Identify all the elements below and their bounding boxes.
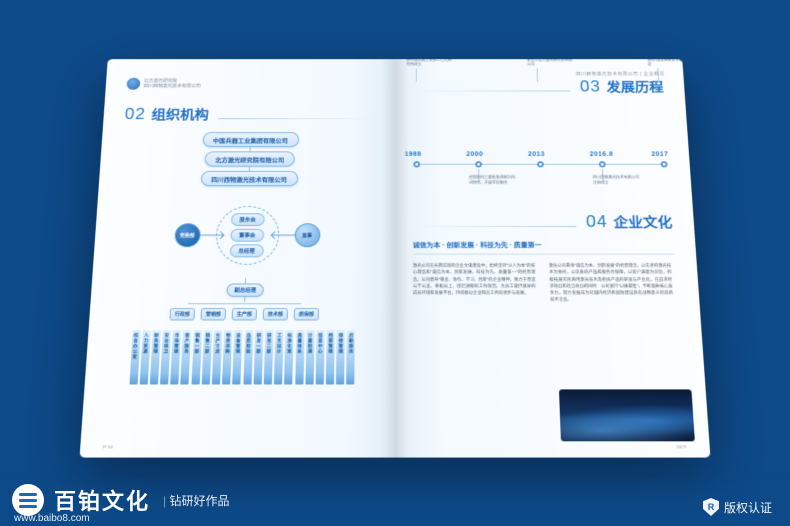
page-number: 03 P. xyxy=(677,444,688,449)
title-rule xyxy=(218,118,378,119)
vbar: 计量检测 xyxy=(305,330,314,384)
spine-shadow xyxy=(395,59,409,457)
slogan: 诚信为本 · 创新发展 · 科技为先 · 质量第一 xyxy=(413,241,675,255)
vbar: 保密管理 xyxy=(336,330,345,384)
timeline-desc: 原中国兵器工业第二〇九研究所成立 xyxy=(406,59,453,67)
body-col-1: 激光公司在长期实践的企业文化建设中，始终坚持"以人为本"的核心理念和"诚信为本、… xyxy=(413,262,536,303)
copyright-badge: 版权认证 xyxy=(703,498,772,516)
timeline-year: 2000 xyxy=(466,151,483,157)
sub-dept-bars: 综合办公室 人力资源 财务管理 安全保卫 市场营销 客户服务 销售一部 销售二部… xyxy=(129,330,355,384)
section-heading: 组织机构 xyxy=(151,105,209,123)
vbar: 标准化室 xyxy=(284,330,293,384)
section-heading: 发展历程 xyxy=(606,78,664,96)
vbar: 研发一部 xyxy=(253,330,263,384)
title-rule xyxy=(413,226,577,227)
timeline-desc: 经国防科工委批准改制为科研院所，开展军民融合 xyxy=(469,175,518,185)
org-box: 四川西物激光技术有限公司 xyxy=(200,171,297,186)
vbar: 安全保卫 xyxy=(160,330,171,384)
open-book: 北方激光研究院 四川西物激光技术有限公司 02 组织机构 中国兵器工业集团有限公… xyxy=(80,59,711,457)
section-number: 04 xyxy=(586,212,608,231)
dept-box: 生产部 xyxy=(232,308,257,320)
vbar: 品质检验 xyxy=(243,330,253,384)
wave-image xyxy=(559,389,695,441)
right-page: 四川西物激光技术有限公司 | 企业概况 03 发展历程 原中国兵器工业第二〇九研… xyxy=(395,59,710,457)
timeline-year: 2017 xyxy=(651,151,668,157)
vbar: 工艺设计 xyxy=(274,330,284,384)
title-rule xyxy=(412,91,571,92)
copyright-text: 版权认证 xyxy=(724,499,772,516)
org-pill: 股东会 xyxy=(230,213,264,226)
logo-text: 北方激光研究院 四川西物激光技术有限公司 xyxy=(144,79,201,89)
org-pill: 董事会 xyxy=(230,229,264,242)
dept-box: 行政部 xyxy=(169,308,195,320)
section-heading: 企业文化 xyxy=(613,212,673,231)
org-box: 北方激光研究院有限公司 xyxy=(204,151,295,166)
section-04-title: 04 企业文化 xyxy=(413,212,673,231)
brand-name: 百铂文化 xyxy=(54,484,150,516)
dept-box: 质保部 xyxy=(294,308,319,320)
org-circle-group: 党委部 监事 股东会 董事会 总经理 xyxy=(156,193,336,278)
dept-row: 行政部 营销部 生产部 技术部 质保部 xyxy=(169,308,319,320)
dept-box: 技术部 xyxy=(263,308,288,320)
brand-url: www.baibo8.com xyxy=(14,513,90,524)
body-columns: 激光公司在长期实践的企业文化建设中，始终坚持"以人为本"的核心理念和"诚信为本、… xyxy=(413,262,678,303)
vbar: 物资采购 xyxy=(222,330,232,384)
vbar: 销售一部 xyxy=(191,330,202,384)
brand-logo-icon xyxy=(12,484,44,516)
vbar: 信息中心 xyxy=(316,330,325,384)
watermark-bar: 百铂文化 钻研好作品 www.baibo8.com 版权认证 xyxy=(0,474,790,526)
vbar: 生产计划 xyxy=(212,330,222,384)
timeline: 原中国兵器工业第二〇九研究所成立 1988 经国防科工委批准改制为科研院所，开展… xyxy=(412,120,671,200)
timeline-year: 1988 xyxy=(405,151,422,157)
timeline-dot-icon xyxy=(661,161,668,167)
org-circle: 党委部 xyxy=(174,223,201,247)
running-header: 四川西物激光技术有限公司 | 企业概况 xyxy=(576,71,665,77)
logo-icon xyxy=(126,78,140,90)
timeline-dot-icon xyxy=(475,161,482,167)
vbar: 财务管理 xyxy=(150,330,161,384)
timeline-stem xyxy=(537,68,538,82)
vbar: 质量体系 xyxy=(295,330,304,384)
section-02-title: 02 组织机构 xyxy=(124,105,378,123)
timeline-year: 2013 xyxy=(528,151,545,157)
timeline-dot-icon xyxy=(413,161,420,167)
vbar: 研发二部 xyxy=(264,330,274,384)
left-page: 北方激光研究院 四川西物激光技术有限公司 02 组织机构 中国兵器工业集团有限公… xyxy=(80,59,395,457)
timeline-desc: 更名为北方激光研究院有限公司 xyxy=(527,59,574,67)
body-col-2: 激光公司秉承"诚信为本、创新发展"的经营理念，以先进的激光技术为依托，以优质的产… xyxy=(549,262,678,303)
vbar: 人力资源 xyxy=(139,330,150,384)
vbar: 档案管理 xyxy=(326,330,335,384)
vbar: 后勤服务 xyxy=(347,330,356,384)
timeline-desc: 获得"国家高新技术企业"认定 xyxy=(647,59,695,67)
vbar: 市场营销 xyxy=(170,330,181,384)
timeline-dot-icon xyxy=(537,161,544,167)
section-number: 02 xyxy=(124,105,146,123)
shield-icon xyxy=(703,498,719,516)
dept-box: 营销部 xyxy=(200,308,226,320)
org-box: 中国兵器工业集团有限公司 xyxy=(202,132,299,147)
timeline-desc: 四川西物激光技术有限公司注册成立 xyxy=(593,175,642,185)
org-circle: 监事 xyxy=(294,223,320,247)
timeline-dot-icon xyxy=(599,161,606,167)
timeline-stem xyxy=(416,68,417,82)
vbar: 设备管理 xyxy=(233,330,243,384)
brand-sub: 钻研好作品 xyxy=(163,492,229,509)
org-box: 副总经理 xyxy=(227,284,263,297)
timeline-year: 2016.8 xyxy=(590,151,614,157)
org-chart: 中国兵器工业集团有限公司 北方激光研究院有限公司 四川西物激光技术有限公司 党委… xyxy=(107,132,378,384)
org-pill: 总经理 xyxy=(229,244,263,257)
vbar: 销售二部 xyxy=(202,330,212,384)
spine-shadow xyxy=(381,59,395,457)
vbar: 综合办公室 xyxy=(129,330,140,384)
page-number: P. 02 xyxy=(103,444,114,449)
arrow-icon xyxy=(265,230,295,241)
logo-area: 北方激光研究院 四川西物激光技术有限公司 xyxy=(126,78,378,90)
vbar: 客户服务 xyxy=(181,330,192,384)
section-number: 03 xyxy=(579,78,601,96)
arrow-icon xyxy=(200,230,230,241)
org-connector xyxy=(244,297,245,303)
